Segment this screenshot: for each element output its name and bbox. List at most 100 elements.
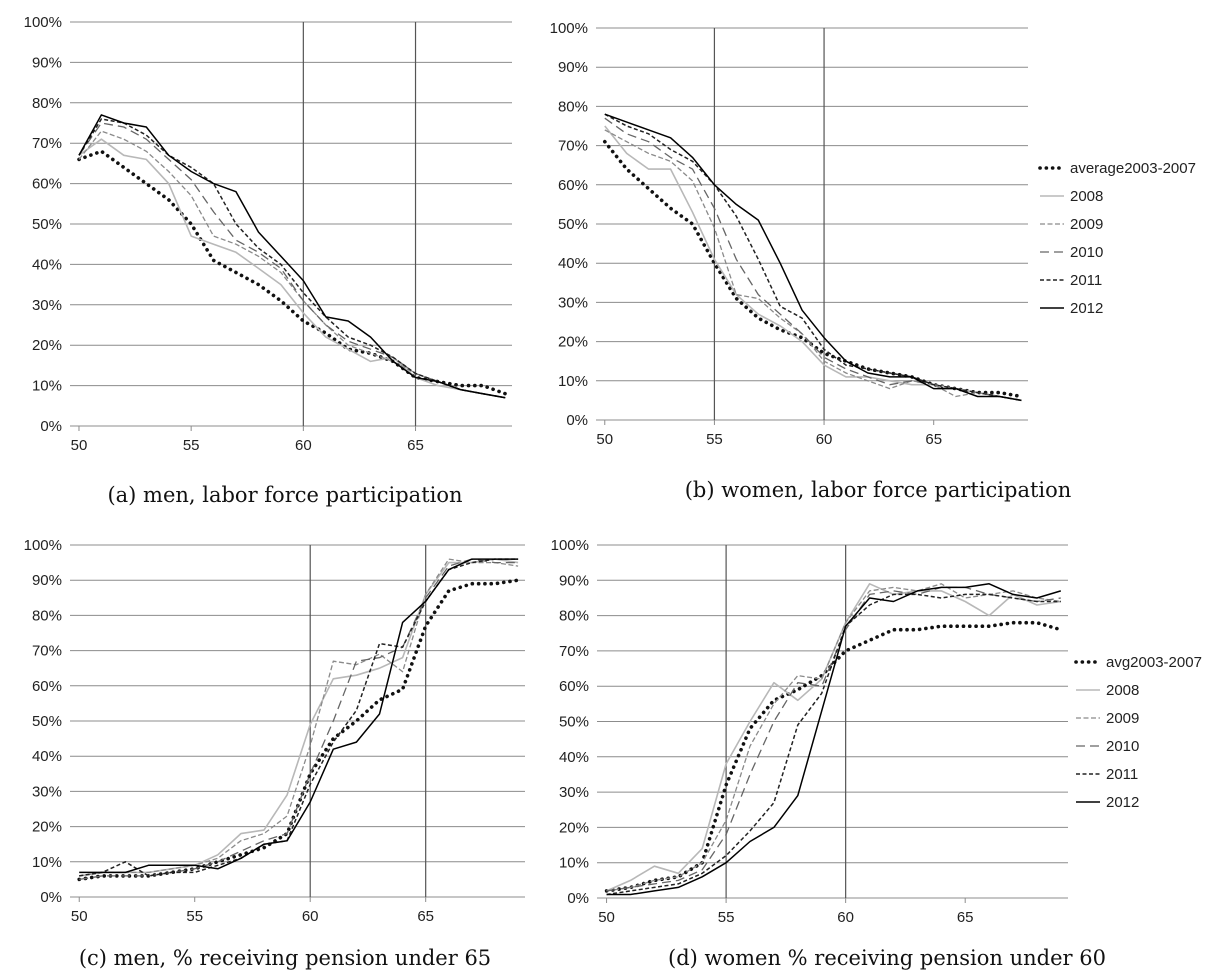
y-tick-label-b: 90% bbox=[558, 59, 588, 76]
y-tick-label-a: 20% bbox=[32, 337, 62, 354]
y-tick-label-d: 20% bbox=[559, 819, 589, 836]
series-line-b-y2009 bbox=[604, 129, 1022, 402]
legend-label-d-y2008: 2008 bbox=[1106, 682, 1139, 699]
series-line-c-y2012 bbox=[79, 558, 519, 874]
x-tick-label-a: 65 bbox=[407, 437, 424, 454]
x-tick-label-a: 60 bbox=[295, 437, 312, 454]
y-tick-label-d: 60% bbox=[559, 678, 589, 695]
y-tick-label-b: 0% bbox=[566, 412, 588, 429]
series-line-b-y2012 bbox=[604, 113, 1022, 402]
y-tick-label-a: 30% bbox=[32, 297, 62, 314]
series-line-c-avg bbox=[77, 578, 520, 882]
x-tick-label-a: 50 bbox=[71, 437, 88, 454]
x-tick-label-d: 60 bbox=[837, 909, 854, 926]
series-line-d-y2010 bbox=[606, 586, 1061, 892]
series-line-b-avg bbox=[602, 139, 1024, 399]
y-tick-label-d: 10% bbox=[559, 855, 589, 872]
x-tick-label-c: 60 bbox=[302, 908, 319, 925]
series-line-c-y2008 bbox=[79, 558, 519, 877]
y-tick-label-b: 20% bbox=[558, 334, 588, 351]
chart-a: 0% 10% 20% 30% 40% 50% 60% 70% 80% 90% 100% 50 55 60 6… bbox=[24, 14, 512, 454]
y-tick-label-c: 0% bbox=[40, 889, 62, 906]
y-tick-label-d: 80% bbox=[559, 608, 589, 625]
y-tick-label-a: 0% bbox=[40, 418, 62, 435]
y-tick-label-c: 80% bbox=[32, 607, 62, 624]
x-tick-label-b: 55 bbox=[706, 431, 723, 448]
caption-c: (c) men, % receiving pension under 65 bbox=[79, 946, 491, 970]
y-tick-label-c: 30% bbox=[32, 783, 62, 800]
series-line-d-avg bbox=[604, 620, 1063, 893]
series-line-a-avg bbox=[77, 149, 508, 396]
y-tick-label-a: 80% bbox=[32, 95, 62, 112]
y-tick-label-c: 70% bbox=[32, 643, 62, 660]
x-tick-label-b: 50 bbox=[596, 431, 613, 448]
series-line-d-y2011 bbox=[606, 593, 1061, 896]
y-tick-label-b: 100% bbox=[550, 20, 588, 37]
y-tick-label-a: 40% bbox=[32, 256, 62, 273]
y-tick-label-d: 0% bbox=[567, 890, 589, 907]
caption-d: (d) women % receiving pension under 60 bbox=[668, 946, 1106, 970]
y-tick-label-d: 90% bbox=[559, 572, 589, 589]
x-tick-label-d: 55 bbox=[718, 909, 735, 926]
x-tick-label-c: 50 bbox=[71, 908, 88, 925]
legend-label-b-y2009: 2009 bbox=[1070, 216, 1103, 233]
series-line-b-y2011 bbox=[604, 113, 1022, 402]
y-tick-label-a: 50% bbox=[32, 216, 62, 233]
legend-label-d-y2009: 2009 bbox=[1106, 710, 1139, 727]
y-tick-label-a: 60% bbox=[32, 176, 62, 193]
y-tick-label-a: 70% bbox=[32, 135, 62, 152]
legend-label-b-y2012: 2012 bbox=[1070, 300, 1103, 317]
x-tick-label-a: 55 bbox=[183, 437, 200, 454]
y-tick-label-c: 10% bbox=[32, 854, 62, 871]
series-line-a-y2012 bbox=[78, 114, 506, 399]
chart-b: 0% 10% 20% 30% 40% 50% 60% 70% 80% 90% 100% 50 55 60 6… bbox=[550, 20, 1196, 448]
y-tick-label-c: 20% bbox=[32, 819, 62, 836]
legend-label-d-avg: avg2003-2007 bbox=[1106, 654, 1202, 671]
y-tick-label-d: 100% bbox=[551, 537, 589, 554]
y-tick-label-b: 30% bbox=[558, 294, 588, 311]
series-line-d-y2008 bbox=[606, 582, 1061, 892]
x-tick-label-b: 60 bbox=[816, 431, 833, 448]
series-line-a-y2008 bbox=[78, 138, 506, 399]
chart-d: 0% 10% 20% 30% 40% 50% 60% 70% 80% 90% 100% 50 55 60 6… bbox=[551, 537, 1202, 926]
legend-label-b-y2008: 2008 bbox=[1070, 188, 1103, 205]
legend-label-d-y2011: 2011 bbox=[1106, 766, 1138, 783]
y-tick-label-b: 10% bbox=[558, 373, 588, 390]
y-tick-label-b: 50% bbox=[558, 216, 588, 233]
x-tick-label-d: 65 bbox=[957, 909, 974, 926]
series-line-c-y2010 bbox=[79, 558, 519, 881]
legend-label-d-y2012: 2012 bbox=[1106, 794, 1139, 811]
series-line-a-y2009 bbox=[78, 130, 506, 399]
y-tick-label-c: 60% bbox=[32, 678, 62, 695]
y-tick-label-a: 10% bbox=[32, 378, 62, 395]
y-tick-label-c: 90% bbox=[32, 572, 62, 589]
y-tick-label-a: 90% bbox=[32, 54, 62, 71]
y-tick-label-c: 100% bbox=[24, 537, 62, 554]
y-tick-label-b: 40% bbox=[558, 255, 588, 272]
x-tick-label-d: 50 bbox=[598, 909, 615, 926]
y-tick-label-d: 50% bbox=[559, 714, 589, 731]
legend-label-b-y2010: 2010 bbox=[1070, 244, 1103, 261]
y-tick-label-c: 50% bbox=[32, 713, 62, 730]
legend-label-d-y2010: 2010 bbox=[1106, 738, 1139, 755]
caption-b: (b) women, labor force participation bbox=[685, 478, 1072, 502]
x-tick-label-b: 65 bbox=[925, 431, 942, 448]
y-tick-label-d: 30% bbox=[559, 784, 589, 801]
y-tick-label-b: 80% bbox=[558, 98, 588, 115]
y-tick-label-a: 100% bbox=[24, 14, 62, 31]
y-tick-label-b: 70% bbox=[558, 138, 588, 155]
legend-label-b-y2011: 2011 bbox=[1070, 272, 1102, 289]
legend-label-b-avg: average2003-2007 bbox=[1070, 160, 1196, 177]
chart-c: 0% 10% 20% 30% 40% 50% 60% 70% 80% 90% 100% 50 55 60 6… bbox=[24, 537, 525, 925]
y-tick-label-b: 60% bbox=[558, 177, 588, 194]
y-tick-label-d: 70% bbox=[559, 643, 589, 660]
series-line-a-y2011 bbox=[78, 118, 506, 399]
series-line-d-y2009 bbox=[606, 583, 1061, 892]
series-line-c-y2009 bbox=[79, 558, 519, 877]
series-line-d-y2012 bbox=[606, 583, 1062, 896]
y-tick-label-c: 40% bbox=[32, 748, 62, 765]
series-line-c-y2011 bbox=[79, 558, 519, 877]
series-line-a-y2010 bbox=[78, 122, 506, 399]
x-tick-label-c: 55 bbox=[186, 908, 203, 925]
